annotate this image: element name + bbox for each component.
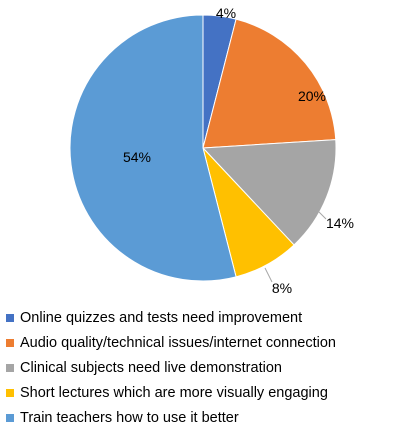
- legend-item: Train teachers how to use it better: [6, 405, 336, 430]
- legend-swatch: [6, 313, 14, 322]
- legend-item: Audio quality/technical issues/internet …: [6, 330, 336, 355]
- chart-legend: Online quizzes and tests need improvemen…: [6, 305, 336, 430]
- data-labels: 4% 20% 14% 8% 54%: [123, 5, 354, 296]
- leader-line: [264, 267, 273, 283]
- legend-item: Short lectures which are more visually e…: [6, 380, 336, 405]
- pie-slices: [69, 14, 337, 282]
- legend-item: Online quizzes and tests need improvemen…: [6, 305, 336, 330]
- legend-swatch: [6, 388, 14, 397]
- slice-value-label: 20%: [298, 88, 326, 104]
- legend-label: Online quizzes and tests need improvemen…: [20, 309, 303, 326]
- pie-slice: [202, 18, 337, 149]
- leader-line: [316, 209, 327, 220]
- legend-label: Train teachers how to use it better: [20, 409, 239, 426]
- slice-value-label: 4%: [216, 5, 236, 21]
- slice-value-label: 14%: [326, 215, 354, 231]
- legend-swatch: [6, 363, 14, 372]
- legend-label: Short lectures which are more visually e…: [20, 384, 328, 401]
- legend-swatch: [6, 413, 14, 422]
- pie-slice: [201, 139, 337, 246]
- legend-label: Clinical subjects need live demonstratio…: [20, 359, 282, 376]
- legend-label: Audio quality/technical issues/internet …: [20, 334, 336, 351]
- slice-value-label: 54%: [123, 149, 151, 165]
- slice-value-label: 8%: [272, 280, 292, 296]
- pie-slice: [69, 14, 237, 282]
- legend-item: Clinical subjects need live demonstratio…: [6, 355, 336, 380]
- legend-swatch: [6, 338, 14, 347]
- leader-lines: [264, 209, 327, 283]
